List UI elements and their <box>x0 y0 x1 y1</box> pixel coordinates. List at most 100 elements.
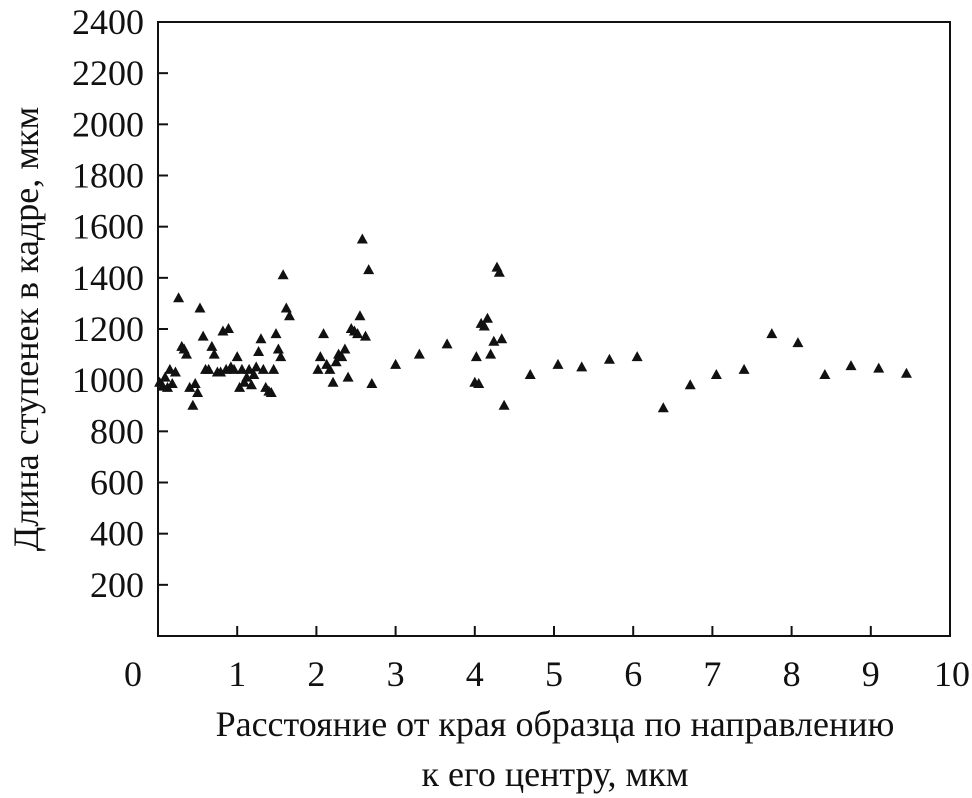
data-point-triangle <box>228 363 240 374</box>
data-point-triangle <box>248 369 260 380</box>
data-point-triangle <box>327 376 339 387</box>
data-point-triangle <box>360 330 372 341</box>
data-point-triangle <box>220 363 232 374</box>
y-tick-label: 2400 <box>72 2 144 42</box>
plot-frame <box>157 21 951 637</box>
data-point-triangle <box>631 351 643 362</box>
data-point-triangle <box>485 348 497 359</box>
data-point-triangle <box>243 363 255 374</box>
data-point-triangle <box>738 363 750 374</box>
data-point-triangle <box>766 328 778 339</box>
data-point-triangle <box>187 399 199 410</box>
data-point-triangle <box>217 325 229 336</box>
data-point-triangle <box>330 356 342 367</box>
data-point-triangle <box>184 381 196 392</box>
data-point-triangle <box>900 367 912 378</box>
data-point-triangle <box>275 351 287 362</box>
data-point-triangle <box>265 386 277 397</box>
data-point-triangle <box>413 348 425 359</box>
data-point-triangle <box>234 381 246 392</box>
x-tick-label: 6 <box>624 654 642 694</box>
data-point-triangle <box>470 351 482 362</box>
data-point-triangle <box>524 369 536 380</box>
data-point-triangle <box>684 379 696 390</box>
y-tick-label: 1400 <box>72 258 144 298</box>
x-tick-label: 0 <box>124 654 142 694</box>
data-point-triangle <box>356 233 368 244</box>
data-point-triangle <box>159 371 171 382</box>
data-point-triangle <box>366 378 378 389</box>
data-point-triangle <box>819 369 831 380</box>
data-point-triangle <box>710 369 722 380</box>
data-point-triangle <box>255 333 267 344</box>
x-tick-label: 5 <box>545 654 563 694</box>
data-point-triangle <box>493 266 505 277</box>
data-point-triangle <box>280 302 292 313</box>
x-tick-label: 3 <box>387 654 405 694</box>
x-axis-ticks: 0 1 2 3 4 5 6 7 8 9 10 <box>124 626 970 694</box>
data-point-triangle <box>792 337 804 348</box>
data-point-triangle <box>314 351 326 362</box>
data-point-triangle <box>845 360 857 371</box>
data-point-triangle <box>576 361 588 372</box>
data-point-triangle <box>318 328 330 339</box>
y-tick-label: 2000 <box>72 104 144 144</box>
x-tick-label: 1 <box>228 654 246 694</box>
data-point-triangle <box>552 358 564 369</box>
data-point-triangle <box>488 335 500 346</box>
y-axis-title: Длина ступенек в кадре, мкм <box>6 107 46 552</box>
data-point-triangle <box>169 366 181 377</box>
y-tick-label: 1800 <box>72 156 144 196</box>
data-point-triangle <box>478 320 490 331</box>
x-tick-label: 7 <box>703 654 721 694</box>
data-point-triangle <box>208 348 220 359</box>
data-point-triangle <box>194 302 206 313</box>
y-axis-ticks: 200 400 600 800 1000 1200 1400 1600 1800 2000 2200… <box>72 2 168 605</box>
data-point-triangle <box>192 386 204 397</box>
data-point-triangle <box>173 292 185 303</box>
data-point-triangle <box>222 323 234 333</box>
data-point-triangle <box>481 312 493 323</box>
data-point-triangle <box>203 363 215 374</box>
x-tick-label: 4 <box>466 654 484 694</box>
data-point-triangle <box>441 338 453 349</box>
data-point-triangle <box>197 330 209 341</box>
data-point-triangle <box>339 343 351 354</box>
x-tick-label: 9 <box>862 654 880 694</box>
data-point-triangle <box>603 353 615 364</box>
data-point-triangle <box>354 310 366 321</box>
data-point-triangle <box>312 363 324 374</box>
data-point-triangle <box>657 402 669 413</box>
data-point-triangle <box>473 378 485 389</box>
y-tick-label: 400 <box>90 514 144 554</box>
data-point-triangle <box>498 399 510 410</box>
data-point-triangle <box>283 310 295 321</box>
data-point-triangle <box>336 351 348 362</box>
data-point-triangle <box>245 379 257 390</box>
data-point-triangle <box>277 269 289 280</box>
data-point-triangle <box>390 358 402 369</box>
data-point-triangle <box>253 346 265 357</box>
y-tick-label: 1200 <box>72 309 144 349</box>
data-point-triangle <box>352 328 364 339</box>
x-axis-title-line-2: к его центру, мкм <box>422 754 689 794</box>
data-point-triangle <box>496 333 508 344</box>
data-point-triangle <box>324 363 336 374</box>
data-point-triangle <box>181 348 193 359</box>
data-point-triangle <box>270 328 282 339</box>
data-point-triangle <box>231 351 243 362</box>
data-point-triangle <box>189 378 201 389</box>
y-tick-label: 200 <box>90 565 144 605</box>
x-tick-label: 2 <box>307 654 325 694</box>
data-points <box>154 233 912 413</box>
data-point-triangle <box>257 363 269 374</box>
data-point-triangle <box>236 363 248 374</box>
y-tick-label: 600 <box>90 463 144 503</box>
data-point-triangle <box>342 371 354 382</box>
y-tick-label: 800 <box>90 411 144 451</box>
data-point-triangle <box>272 343 284 354</box>
data-point-triangle <box>215 366 227 377</box>
data-point-triangle <box>268 363 280 374</box>
y-tick-label: 1600 <box>72 207 144 247</box>
